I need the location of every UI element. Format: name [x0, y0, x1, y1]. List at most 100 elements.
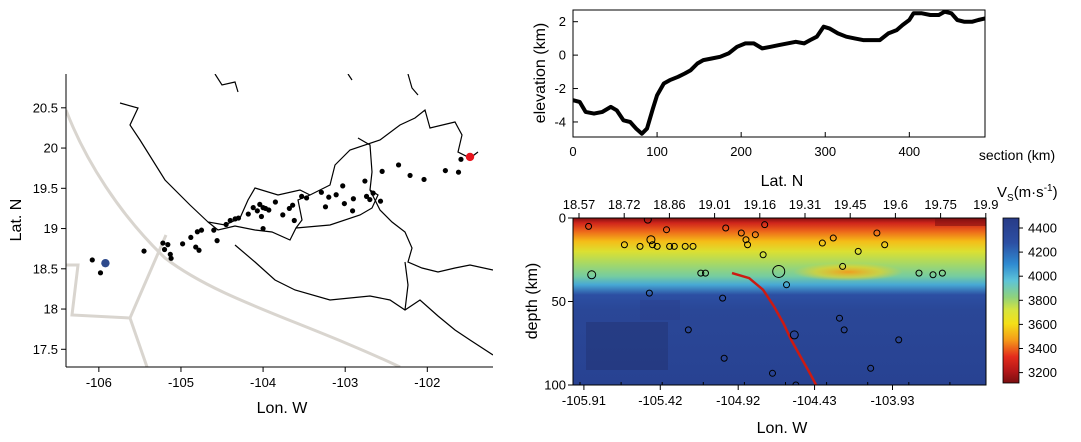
hypocenter-marker [751, 231, 759, 239]
elevation-x-axis-label: section (km) [979, 147, 1055, 163]
colorbar [1002, 217, 1020, 384]
earthquake-epicenter [379, 168, 385, 174]
colorbar-label-v: V [997, 184, 1007, 201]
earthquake-epicenter [458, 156, 464, 162]
earthquake-epicenter [421, 176, 427, 183]
cross-section-top-tick-label: 19.6 [883, 197, 908, 212]
cross-section-x-tick-label: -105.91 [562, 393, 606, 408]
elevation-y-tick-label: -2 [554, 81, 566, 96]
map-y-tick-label: 18.5 [33, 261, 58, 276]
earthquake-epicenter [141, 248, 147, 254]
elevation-x-tick-label: 300 [814, 144, 836, 159]
earthquake-epicenter [303, 195, 310, 201]
slab-interface-line [731, 271, 818, 385]
hypocenter-marker [722, 224, 730, 232]
elevation-y-tick-label: -4 [554, 114, 566, 129]
colorbar-tick-label: 4200 [1028, 245, 1057, 260]
hypocenter-marker [915, 269, 923, 277]
cross-section-top-axis-label: Lat. N [761, 173, 804, 190]
cross-section-y-tick-label: 0 [559, 211, 566, 226]
earthquake-epicenter [257, 201, 263, 208]
earthquake-epicenter [291, 217, 297, 224]
colorbar-unit-sup: -1 [1044, 183, 1053, 194]
cross-section-x-tick-label: -104.92 [716, 393, 760, 408]
map-axes [65, 74, 493, 368]
cross-section-top-tick-label: 18.57 [563, 197, 596, 212]
elevation-profile-line [572, 9, 986, 136]
hypocenter-marker [829, 234, 837, 242]
map-y-axis-label: Lat. N [8, 199, 25, 242]
hypocenter-marker [684, 326, 692, 334]
colorbar-tick-label: 3600 [1028, 317, 1057, 332]
elevation-x-tick-label: 0 [569, 144, 576, 159]
map-stations [101, 152, 475, 268]
hypocenter-marker [881, 241, 889, 249]
border-michoacan [295, 137, 379, 229]
earthquake-epicenter [223, 221, 229, 228]
hypocenter-marker [759, 251, 767, 259]
cross-section-top-ticks: 18.57 18.72 18.86 19.01 19.16 19.31 19.45 19.6 1… [563, 197, 998, 218]
cross-section-x-axis-label: Lon. W [757, 420, 809, 437]
map-x-tick-label: -104 [250, 375, 276, 390]
elevation-x-tick-label: 100 [646, 144, 668, 159]
station-marker [101, 258, 110, 268]
earthquake-epicenter [333, 192, 339, 198]
hypocenter-marker [895, 336, 903, 344]
map-x-tick-label: -105 [168, 375, 194, 390]
earthquake-epicenter [350, 196, 357, 202]
hypocenter-marker [938, 269, 946, 277]
cross-section-top-tick-label: 19.01 [698, 197, 731, 212]
hypocenter-marker [670, 242, 678, 250]
mid-low-velocity-patch [640, 300, 680, 320]
colorbar-label-sub: S [1007, 193, 1014, 204]
border-north-short [214, 74, 239, 93]
hypocenter-marker [643, 218, 652, 224]
earthquake-epicenter [340, 183, 346, 189]
cross-section-x-tick-label: -104.43 [793, 393, 837, 408]
hypocenter-marker [792, 381, 800, 385]
earthquake-epicenter [168, 255, 174, 261]
plate-boundary-b [128, 317, 149, 367]
map-y-tick-label: 18 [44, 302, 58, 317]
earthquake-epicenter [362, 178, 368, 184]
hypocenter-marker [840, 326, 848, 334]
cross-section-y-tick-label: 100 [544, 378, 566, 393]
station-marker [465, 152, 475, 162]
cross-section-x-ticks: -105.91 -105.42 -104.92 -104.43 -103.93 [562, 382, 951, 408]
map-y-tick-label: 20 [44, 141, 58, 156]
elevation-x-tick-label: 400 [898, 144, 920, 159]
map-y-tick-label: 19.5 [33, 181, 58, 196]
earthquake-epicenter [326, 194, 332, 200]
surface-dark-anomaly [935, 218, 986, 226]
colorbar-unit: (m·s [1014, 184, 1044, 201]
coastline-lines [66, 109, 401, 367]
earthquake-epicenter [180, 241, 186, 247]
map-x-axis-label: Lon. W [257, 400, 309, 417]
earthquake-epicenter [260, 205, 266, 211]
earthquake-epicenter [272, 199, 278, 205]
hypocenter-marker [646, 235, 656, 245]
shallow-low-velocity-anomaly [793, 263, 903, 281]
hypocenter-marker [620, 241, 628, 249]
map-y-tick-label: 19 [44, 221, 58, 236]
earthquake-epicenter [167, 251, 173, 257]
elevation-x-ticks: 0 100 200 300 400 [569, 132, 920, 159]
earthquake-epicenter [363, 193, 370, 199]
earthquake-epicenter [455, 169, 462, 175]
hypocenter-marker [587, 270, 597, 280]
hypocenter-marker [689, 242, 697, 250]
hypocenter-marker [742, 236, 750, 244]
colorbar-tick-label: 3200 [1028, 365, 1057, 380]
colorbar-ticks: 4400 4200 4000 3800 3600 3400 3200 [1019, 221, 1057, 380]
coastline [66, 109, 401, 367]
hypocenter-marker [645, 289, 653, 297]
earthquake-epicenter [211, 227, 217, 233]
cross-section-y-tick-label: 50 [552, 294, 566, 309]
hypocenter-marker [737, 229, 745, 237]
plate-boundary-a [66, 234, 168, 320]
cross-section-top-tick-label: 19.16 [744, 197, 777, 212]
earthquake-epicenter [250, 205, 256, 211]
cross-section-top-tick-label: 19.9 [973, 197, 998, 212]
earthquake-epicenter [254, 208, 260, 214]
earthquake-epicenter [198, 227, 205, 233]
